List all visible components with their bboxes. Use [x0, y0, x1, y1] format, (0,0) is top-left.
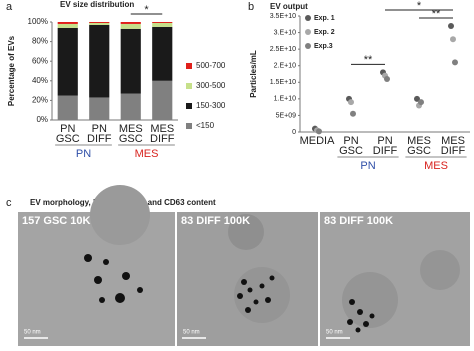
- y-tick-label: 80%: [32, 37, 48, 46]
- y-axis-label: Particles/mL: [249, 50, 258, 98]
- y-tick-label: 3.E+10: [274, 29, 296, 36]
- point: [418, 99, 424, 106]
- point: [448, 22, 454, 29]
- scale-label: 50 nm: [326, 330, 343, 336]
- y-tick-label: 5E+09: [276, 112, 297, 119]
- x-tick-label: MES DIFF: [441, 135, 466, 157]
- significance-label: **: [432, 8, 441, 20]
- legend-swatch: [186, 103, 192, 109]
- image-label: 157 GSC 10K: [22, 215, 91, 227]
- bar-segment: [152, 22, 173, 27]
- y-tick-label: 20%: [32, 96, 48, 105]
- micrograph-3: [320, 212, 470, 346]
- bar-segment: [57, 23, 78, 28]
- bar-segment: [89, 22, 110, 23]
- point: [414, 95, 420, 102]
- image-label: 83 DIFF 100K: [324, 215, 393, 227]
- bar-segment: [152, 80, 173, 120]
- point: [384, 75, 390, 82]
- scale-label: 50 nm: [24, 330, 41, 336]
- bar-segment: [120, 22, 141, 24]
- x-tick-label: PN DIFF: [373, 135, 398, 157]
- legend-label: 150-300: [196, 101, 226, 110]
- legend-label: Exp.3: [314, 43, 333, 50]
- point: [350, 110, 356, 117]
- legend-label: Exp. 1: [314, 15, 335, 22]
- group-label: PN: [76, 148, 91, 160]
- bar-segment: [120, 93, 141, 120]
- point: [348, 99, 354, 106]
- legend-label: Exp. 2: [314, 29, 335, 36]
- bar-segment: [89, 24, 110, 98]
- y-axis-label: Percentage of EVs: [7, 35, 16, 106]
- micrograph-1: [18, 185, 175, 346]
- group-label: MES: [135, 148, 159, 160]
- significance-label: *: [144, 4, 149, 16]
- x-tick-label: MES GSC: [407, 135, 431, 157]
- bar-segment: [89, 97, 110, 120]
- y-tick-label: 1.5E+10: [270, 79, 296, 86]
- bar-segment: [152, 22, 173, 23]
- scale-label: 50 nm: [183, 330, 200, 336]
- bar-segment: [89, 22, 110, 25]
- y-tick-label: 60%: [32, 56, 48, 65]
- bar-segment: [120, 28, 141, 94]
- chart-title: EV output: [270, 2, 308, 11]
- group-label: PN: [360, 160, 375, 172]
- bar-segment: [120, 23, 141, 29]
- legend-marker: [305, 15, 311, 21]
- legend-swatch: [186, 123, 192, 129]
- panel-label: c: [6, 197, 12, 209]
- bar-segment: [57, 22, 78, 24]
- bar-segment: [57, 27, 78, 96]
- y-tick-label: 2.E+10: [274, 63, 296, 70]
- point: [316, 128, 322, 135]
- legend-marker: [305, 29, 311, 35]
- x-tick-label: MEDIA: [300, 135, 336, 147]
- significance-label: *: [417, 0, 422, 12]
- group-label: MES: [424, 160, 448, 172]
- legend-label: 300-500: [196, 81, 226, 90]
- y-tick-label: 1.E+10: [274, 96, 296, 103]
- panel-label: a: [6, 1, 13, 13]
- x-tick-label: MES GSC: [119, 123, 143, 145]
- legend-swatch: [186, 83, 192, 89]
- y-tick-label: 0%: [36, 115, 48, 124]
- y-tick-label: 0: [292, 129, 296, 136]
- point: [450, 36, 456, 43]
- x-tick-label: MES DIFF: [150, 123, 175, 145]
- y-tick-label: 2.5E+10: [270, 46, 296, 53]
- micrograph-2: [177, 212, 318, 346]
- legend-label: 500-700: [196, 61, 226, 70]
- x-tick-label: PN DIFF: [87, 123, 112, 145]
- legend-swatch: [186, 63, 192, 69]
- bar-segment: [152, 26, 173, 81]
- x-tick-label: PN GSC: [56, 123, 80, 145]
- legend-marker: [305, 43, 311, 49]
- legend-label: <150: [196, 121, 215, 130]
- y-tick-label: 40%: [32, 76, 48, 85]
- y-tick-label: 100%: [28, 17, 48, 26]
- x-tick-label: PN GSC: [339, 135, 363, 157]
- significance-label: **: [364, 54, 373, 66]
- bar-segment: [57, 95, 78, 120]
- image-label: 83 DIFF 100K: [181, 215, 250, 227]
- point: [452, 59, 458, 66]
- chart-title: EV size distribution: [60, 0, 134, 9]
- panel-label: b: [248, 1, 254, 13]
- y-tick-label: 3.5E+10: [270, 13, 296, 20]
